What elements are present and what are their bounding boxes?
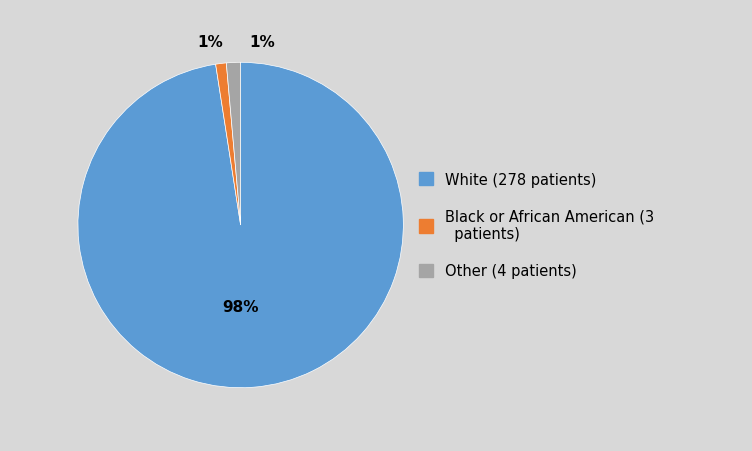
Text: 1%: 1%: [249, 35, 274, 50]
Text: 98%: 98%: [223, 299, 259, 314]
Legend: White (278 patients), Black or African American (3
  patients), Other (4 patient: White (278 patients), Black or African A…: [419, 173, 654, 278]
Text: 1%: 1%: [197, 35, 223, 50]
Wedge shape: [78, 63, 403, 388]
Wedge shape: [226, 63, 241, 226]
Wedge shape: [216, 64, 241, 226]
